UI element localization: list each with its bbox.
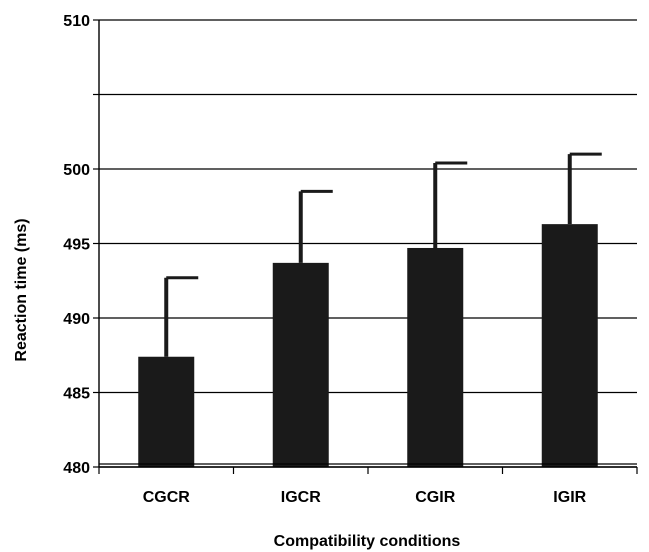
y-tick-label: 485 [63,386,90,403]
y-tick-label: 500 [63,162,90,179]
x-tick-label: CGCR [143,489,191,506]
bar-cgcr [138,356,195,467]
x-tick-label: CGIR [415,489,455,506]
y-tick-labels: 480 485 490 495 500 510 [63,13,90,477]
y-tick-label: 495 [63,237,90,254]
y-tick-label: 490 [63,311,90,328]
bar-igcr [272,262,329,467]
bar-cgir [407,247,464,467]
y-tick-label: 480 [63,460,90,477]
x-tick-label: IGIR [553,489,586,506]
bar-igir [541,224,598,467]
y-axis-title: Reaction time (ms) [13,218,30,361]
bars [138,224,598,467]
axes [93,19,638,474]
y-tick-label: 510 [63,13,90,30]
x-tick-labels: CGCR IGCR CGIR IGIR [143,489,587,506]
x-axis-title: Compatibility conditions [274,533,461,550]
error-bars [164,152,602,357]
x-tick-label: IGCR [281,489,321,506]
